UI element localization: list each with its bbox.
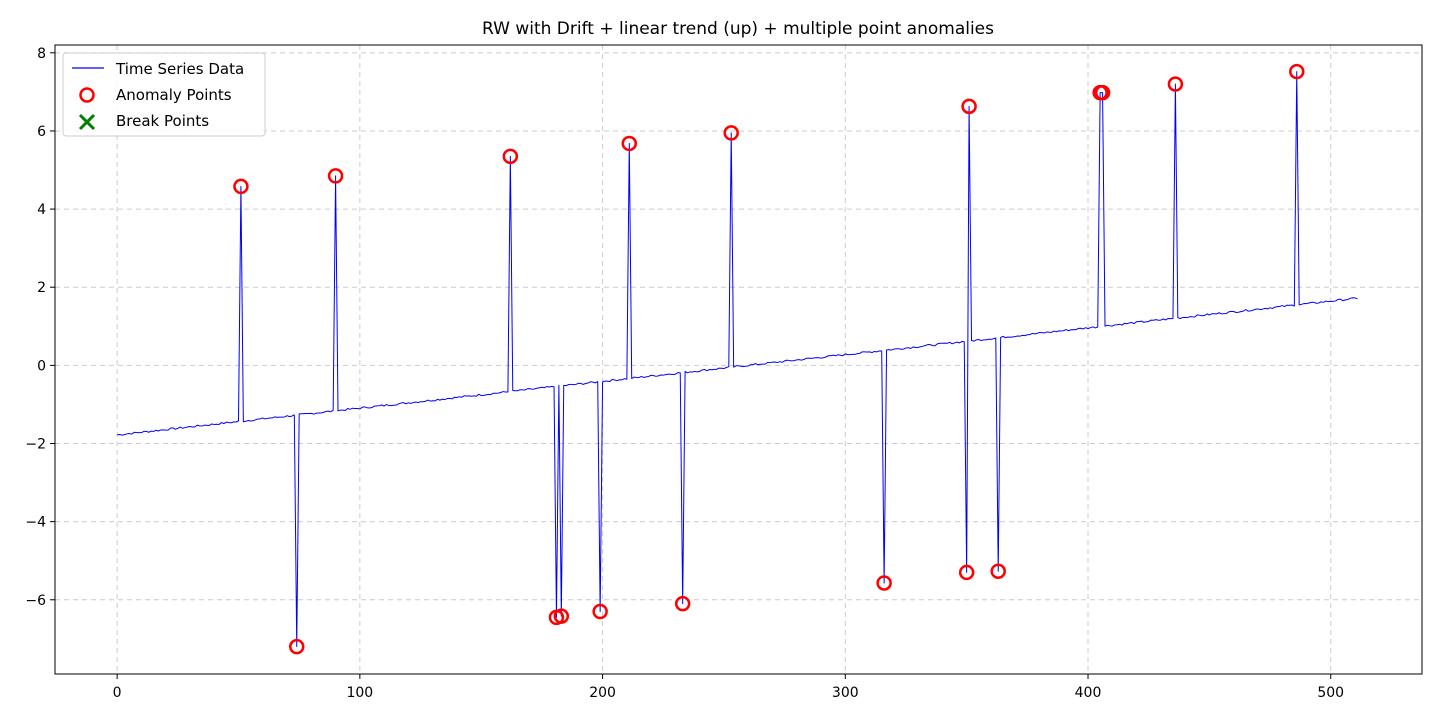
anomaly-point: [961, 98, 977, 115]
x-tick-label: 100: [346, 685, 373, 701]
legend-box: [62, 52, 266, 137]
x-tick-label: 0: [113, 685, 122, 701]
y-tick-label: 8: [37, 46, 46, 62]
anomaly-point: [233, 178, 249, 195]
x-tick-label: 400: [1075, 685, 1102, 701]
anomaly-point: [592, 603, 608, 620]
y-tick-label: 4: [37, 202, 46, 218]
anomaly-point: [327, 168, 344, 184]
tick-layer: 0 100 200 300 400 500 −6 −4 −2 0 2 4 6 8: [25, 46, 1344, 701]
y-tick-label: −6: [25, 593, 46, 609]
anomaly-point: [958, 564, 975, 581]
legend-series-label: Time Series Data: [115, 60, 244, 78]
x-tick-label: 200: [589, 685, 616, 701]
anomaly-point: [876, 575, 892, 591]
legend-break-label: Break Points: [116, 112, 209, 130]
anomaly-point: [723, 125, 739, 141]
chart-title: RW with Drift + linear trend (up) + mult…: [482, 19, 994, 39]
grid-layer: [55, 45, 1422, 674]
x-tick-label: 500: [1317, 685, 1344, 701]
x-tick-label: 300: [832, 685, 859, 701]
anomaly-point: [1094, 84, 1111, 101]
series-line: [117, 71, 1358, 648]
plot-frame: [54, 44, 1423, 675]
anomaly-layer: [233, 63, 1305, 655]
anomaly-point: [502, 148, 519, 165]
y-tick-label: 6: [37, 124, 46, 140]
series-layer: [117, 71, 1358, 648]
anomaly-point: [288, 638, 305, 655]
anomaly-point: [1167, 76, 1184, 92]
anomaly-point: [1289, 63, 1305, 80]
legend-anomaly-swatch: [79, 87, 95, 103]
y-tick-label: −2: [25, 436, 46, 452]
anomaly-point: [621, 135, 638, 152]
legend-anomaly-label: Anomaly Points: [116, 86, 232, 104]
anomaly-point: [990, 563, 1006, 580]
y-tick-label: −4: [25, 515, 46, 531]
legend-break-swatch: [78, 113, 96, 131]
y-tick-label: 2: [37, 280, 46, 296]
legend: Time Series Data Anomaly Points Break Po…: [62, 52, 266, 137]
anomaly-point: [674, 595, 691, 612]
anomaly-point: [553, 608, 570, 624]
y-tick-label: 0: [37, 358, 46, 374]
